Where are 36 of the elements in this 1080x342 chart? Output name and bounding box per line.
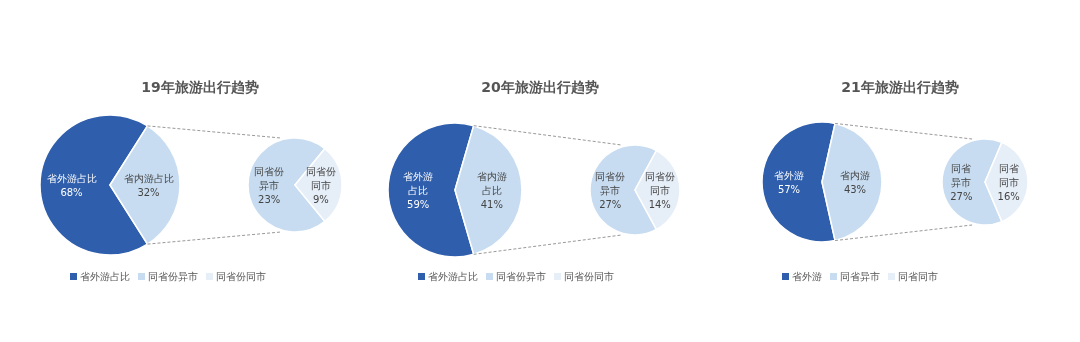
slice-label: 省外游 bbox=[774, 170, 804, 181]
category-label: 同省异市 bbox=[840, 271, 880, 282]
slice-label: 同省份同市 bbox=[644, 171, 675, 196]
category-label: 同省份异市 bbox=[496, 271, 546, 282]
data-label: 27% bbox=[599, 199, 622, 210]
chart-title: 19年旅游出行趋势 bbox=[141, 79, 259, 95]
slice-label: 省外游占比 bbox=[46, 173, 97, 184]
chart-title: 21年旅游出行趋势 bbox=[841, 79, 959, 95]
category-label: 同省同市 bbox=[898, 271, 938, 282]
slice-label: 省内游占比 bbox=[123, 173, 174, 184]
slice-label: 同省份同市 bbox=[305, 166, 336, 191]
category-label: 同省份同市 bbox=[216, 271, 266, 282]
slice-label: 省内游 bbox=[840, 170, 870, 181]
data-label: 16% bbox=[997, 191, 1020, 202]
category-label: 同省份同市 bbox=[564, 271, 614, 282]
slice-label: 省内游占比 bbox=[476, 171, 507, 196]
data-label: 14% bbox=[648, 199, 671, 210]
data-label: 27% bbox=[950, 191, 973, 202]
data-label: 9% bbox=[312, 194, 329, 205]
data-label: 57% bbox=[777, 184, 801, 195]
chart-title: 20年旅游出行趋势 bbox=[481, 79, 599, 95]
slice-label: 同省 同市 bbox=[998, 163, 1019, 188]
legend-label: 省外游 bbox=[792, 271, 822, 282]
slice-label: 同省份异市 bbox=[254, 166, 285, 191]
slice-label: 省外游 占比 bbox=[403, 171, 434, 196]
data-label: 59% bbox=[407, 199, 430, 210]
data-label: 23% bbox=[258, 194, 281, 205]
data-label: 32% bbox=[137, 187, 160, 198]
data-label: 43% bbox=[843, 184, 867, 195]
legend-label: 省外游占比 bbox=[428, 271, 478, 282]
slice-label: 同省 异市 bbox=[951, 163, 972, 188]
legend-label: 省外游占比 bbox=[80, 271, 130, 282]
data-label: 68% bbox=[60, 187, 83, 198]
data-label: 41% bbox=[480, 199, 503, 210]
slice-label: 同省份异市 bbox=[595, 171, 626, 196]
category-label: 同省份异市 bbox=[148, 271, 198, 282]
